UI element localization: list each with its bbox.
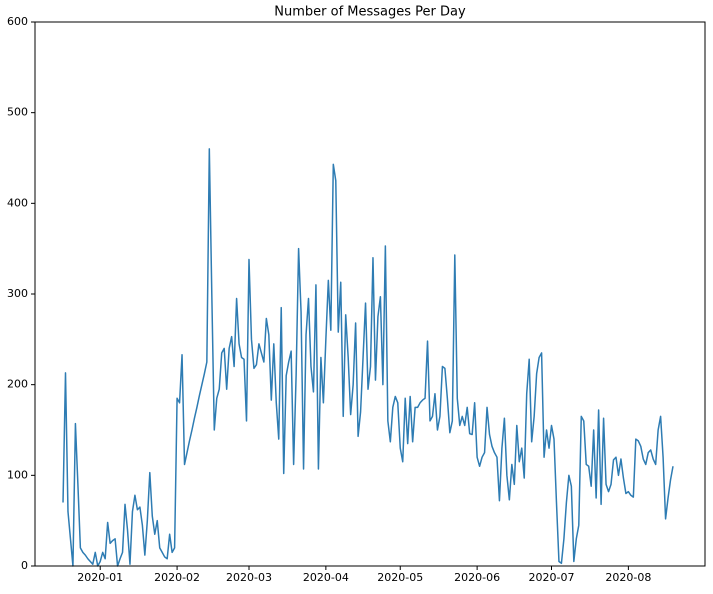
y-tick-label: 0 <box>21 559 28 572</box>
x-tick-label: 2020-03 <box>226 571 272 584</box>
y-tick-label: 300 <box>7 287 28 300</box>
y-tick-label: 200 <box>7 378 28 391</box>
x-tick-label: 2020-02 <box>154 571 200 584</box>
x-tick-label: 2020-05 <box>377 571 423 584</box>
chart-title: Number of Messages Per Day <box>274 5 466 20</box>
x-tick-label: 2020-06 <box>454 571 500 584</box>
x-tick-label: 2020-04 <box>303 571 349 584</box>
plot-frame <box>34 21 706 567</box>
y-tick-label: 600 <box>7 15 28 28</box>
y-tick-label: 500 <box>7 106 28 119</box>
x-tick-label: 2020-01 <box>77 571 123 584</box>
y-tick-label: 100 <box>7 468 28 481</box>
data-line <box>62 148 674 567</box>
y-tick-label: 400 <box>7 196 28 209</box>
x-tick-label: 2020-07 <box>529 571 575 584</box>
x-tick-label: 2020-08 <box>605 571 651 584</box>
